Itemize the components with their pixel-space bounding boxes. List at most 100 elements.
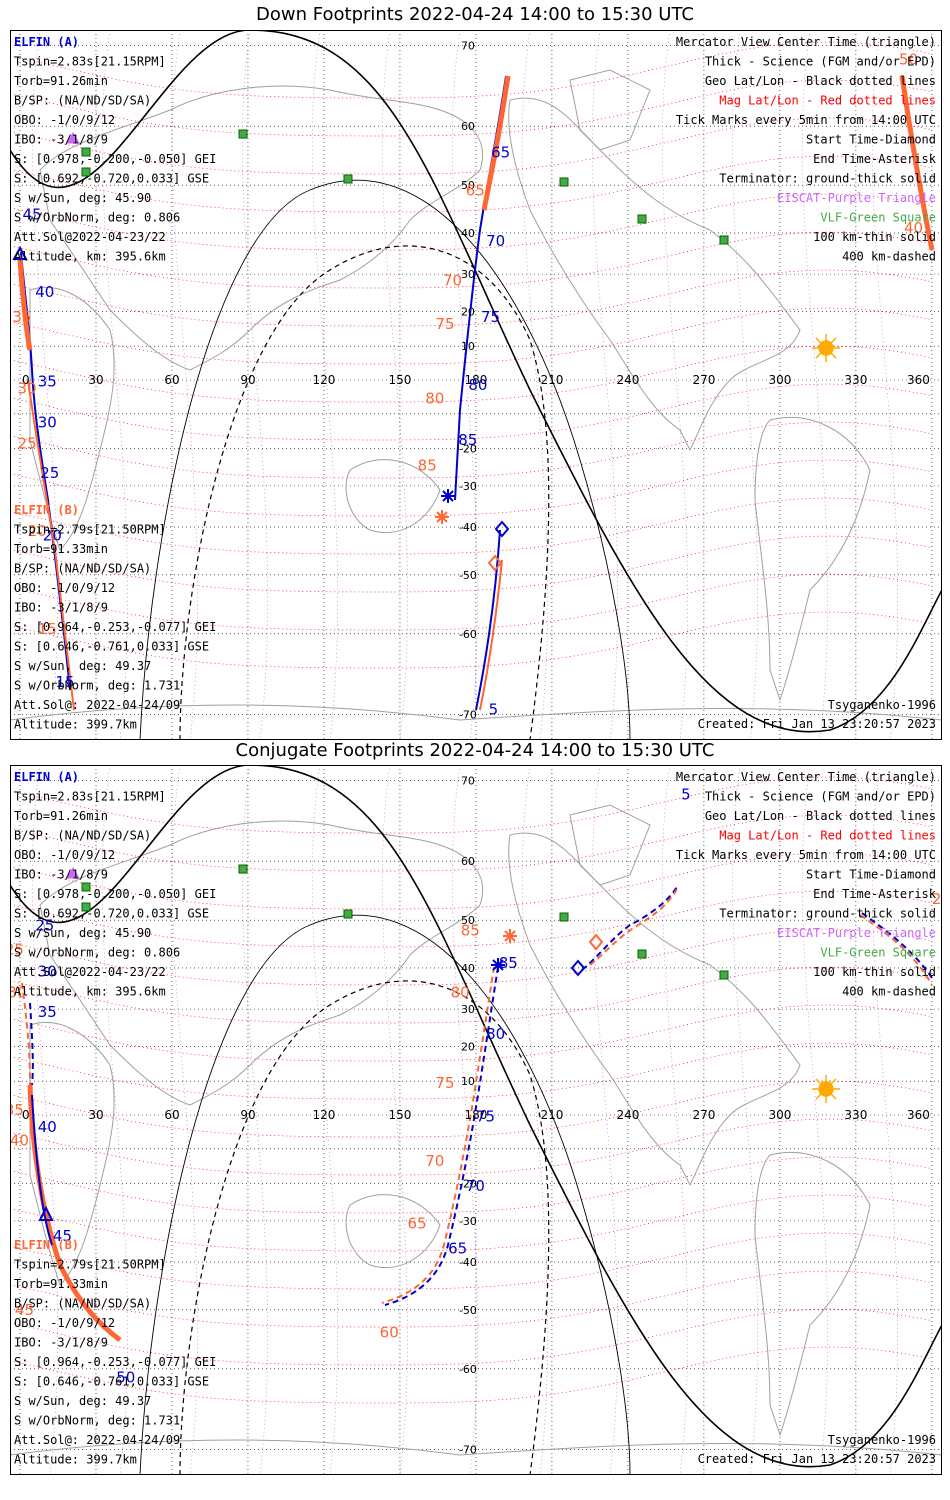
elfin-b-info-orbnorm: S w/OrbNorm, deg: 1.731	[14, 679, 180, 693]
elfin-b-time-label: 20	[932, 890, 942, 908]
start-diamond	[494, 520, 510, 538]
legend-mag: Mag Lat/Lon - Red dotted lines	[719, 94, 936, 108]
lat-tick-label: -30	[459, 1215, 477, 1228]
lon-tick-label: 0	[22, 373, 30, 387]
mag-meridian	[872, 30, 898, 740]
model-label: Tsyganenko-1996	[828, 698, 936, 712]
elfin-b-time-label: 35	[12, 308, 31, 326]
coast-south-america	[754, 1151, 871, 1437]
elfin-a-info-sun: S w/Sun, deg: 45.90	[14, 926, 151, 940]
sun-icon	[812, 334, 840, 362]
elfin-b-track-main	[381, 966, 495, 1304]
elfin-a-center-triangle	[38, 1205, 54, 1221]
elfin-a-track-science	[31, 1094, 53, 1246]
mag-meridian	[102, 765, 128, 1475]
elfin-b-time-label: 85	[418, 457, 437, 475]
mag-meridian	[32, 765, 58, 1475]
legend-km100: 100 km-thin solid	[813, 965, 936, 979]
elfin-b-time-label: 30	[10, 983, 26, 1001]
created-label: Created: Fri Jan 13 23:20:57 2023	[698, 1452, 936, 1466]
elfin-b-time-label: 45	[15, 1301, 34, 1319]
elfin-b-info-torb: Torb=91.33min	[14, 542, 108, 556]
map-panel-down: 0 30 60 90 120 150 180 210 240 270 300 330 360706050…	[10, 30, 942, 740]
elfin-a-time-label: 25	[35, 916, 54, 934]
elfin-b-time-label: 80	[425, 390, 444, 408]
end-asterisk	[441, 489, 455, 503]
lat-tick-label: 50	[461, 914, 475, 927]
elfin-a-time-label: 15	[55, 673, 74, 691]
elfin-b-time-label: 25	[17, 435, 36, 453]
vlf-square	[343, 174, 353, 184]
lat-tick-label: -30	[459, 480, 477, 493]
lon-tick-label: 300	[768, 1108, 791, 1122]
elfin-b-track-west-lower	[27, 379, 75, 711]
lon-tick-label: 360	[907, 373, 930, 387]
elfin-a-info-attsol: Att.Sol@2022-04-23/22	[14, 965, 166, 979]
elfin-b-info-bsp: B/SP: (NA/ND/SD/SA)	[14, 562, 151, 576]
mag-parallel	[10, 611, 931, 669]
coast-africa	[29, 1021, 115, 1286]
start-diamond	[588, 933, 604, 951]
elfin-a-info-torb: Torb=91.26min	[14, 74, 108, 88]
lon-tick-label: 60	[164, 373, 179, 387]
elfin-a-time-label: 75	[476, 1108, 495, 1126]
lat-tick-label: -70	[459, 1444, 477, 1457]
elfin-a-info-obo: OBO: -1/0/9/12	[14, 848, 115, 862]
mag-parallel	[10, 1194, 931, 1252]
legend-center: Mercator View Center Time (triangle)	[676, 770, 936, 784]
mag-parallel	[10, 928, 931, 986]
lon-tick-label: 300	[768, 373, 791, 387]
mag-meridian	[102, 30, 128, 740]
elfin-a-time-label: 80	[468, 376, 487, 394]
lat-tick-label: 60	[461, 120, 475, 133]
elfin-b-info-tspin: Tspin=2.79s[21.50RPM]	[14, 523, 166, 537]
lon-tick-label: 210	[540, 1108, 563, 1122]
legend-eiscat: EISCAT-Purple Triangle	[777, 191, 936, 205]
mag-parallel	[10, 421, 931, 479]
mag-parallel	[10, 966, 931, 1024]
mag-parallel	[10, 269, 931, 327]
elfin-a-info-s_gei: S: [0.978,-0.200,-0.050] GEI	[14, 887, 216, 901]
elfin-a-info-alt: Altitude, km: 395.6km	[14, 985, 166, 999]
elfin-a-time-label: 70	[486, 232, 505, 250]
created-label: Created: Fri Jan 13 23:20:57 2023	[698, 717, 936, 731]
legend-end: End Time-Asterisk	[813, 887, 937, 901]
mag-parallel	[10, 79, 931, 137]
elfin-a-time-label: 30	[38, 963, 57, 981]
lat-tick-label: -60	[459, 628, 477, 641]
lon-tick-label: 90	[240, 373, 255, 387]
panel-title-conjugate: Conjugate Footprints 2022-04-24 14:00 to…	[235, 740, 715, 761]
vlf-square	[719, 970, 729, 980]
legend-start: Start Time-Diamond	[806, 868, 936, 882]
mag-parallel	[10, 1080, 931, 1138]
lat-tick-label: -20	[459, 1178, 477, 1191]
vlf-square	[81, 167, 91, 177]
legend-km400: 400 km-dashed	[842, 250, 936, 264]
lat-tick-label: 20	[461, 1040, 475, 1053]
elfin-a-time-label: 35	[38, 373, 57, 391]
elfin-a-time-label: 50	[116, 1369, 135, 1387]
elfin-a-time-label: 20	[43, 527, 62, 545]
elfin-a-info-ibo: IBO: -3/1/8/9	[14, 868, 108, 882]
elfin-a-time-label: 30	[38, 414, 57, 432]
end-asterisk	[503, 929, 517, 943]
mag-parallel	[10, 1118, 931, 1176]
sun-icon	[812, 1075, 840, 1103]
legend-ticks: Tick Marks every 5min from 14:00 UTC	[676, 113, 936, 127]
coast-greenland	[569, 69, 651, 151]
elfin-a-time-label: 70	[466, 1177, 485, 1195]
elfin-a-track-main	[384, 966, 499, 1306]
vlf-square	[81, 147, 91, 157]
elfin-b-time-label: 70	[425, 1152, 444, 1170]
elfin-b-time-label: 15	[38, 620, 57, 638]
elfin-a-time-label: 40	[35, 283, 54, 301]
elfin-a-info-orbnorm: S w/OrbNorm, deg: 0.806	[14, 211, 180, 225]
mag-parallel	[10, 383, 931, 441]
elfin-b-track-east	[899, 75, 935, 251]
elfin-b-time-label: 80	[451, 983, 470, 1001]
elfin-a-info-torb: Torb=91.26min	[14, 809, 108, 823]
vlf-square	[238, 129, 248, 139]
elfin-a-time-label: 65	[491, 144, 510, 162]
elfin-a-time-label: 25	[40, 464, 59, 482]
mag-meridian	[452, 30, 478, 740]
